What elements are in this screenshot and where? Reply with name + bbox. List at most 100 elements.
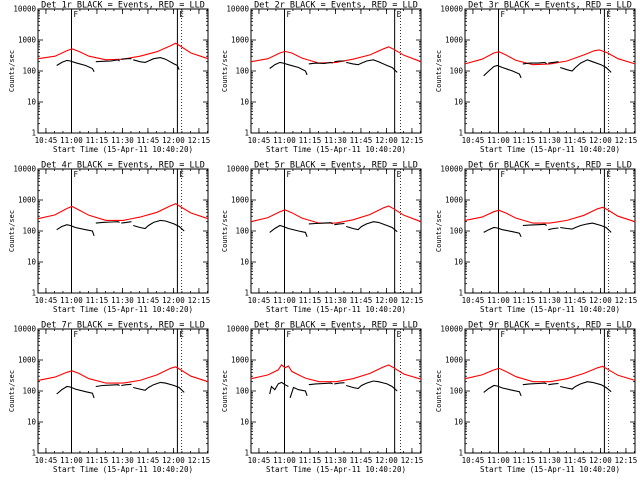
series-lld-line — [250, 46, 422, 64]
plot-frame — [37, 168, 209, 294]
x-tick-label: 11:30 — [538, 136, 561, 145]
y-axis-label: Counts/sec — [221, 50, 229, 92]
x-tick-label: 12:00 — [589, 456, 612, 465]
y-tick-label: 1 — [244, 289, 249, 298]
y-tick-label: 10000 — [13, 5, 36, 14]
chart-8: Det 8r_BLACK = Events, RED = LLD 1 10 100 10… — [221, 321, 423, 475]
series-events-line — [483, 222, 612, 238]
x-tick-label: 12:15 — [401, 136, 424, 145]
x-tick-label: 11:45 — [350, 136, 373, 145]
x-tick-label: 12:00 — [162, 136, 185, 145]
y-tick-label: 100 — [235, 227, 249, 236]
x-tick-label: 11:30 — [324, 296, 347, 305]
chart-title: Det 6r_BLACK = Events, RED = LLD — [468, 161, 632, 171]
y-tick-label: 1000 — [18, 356, 37, 365]
chart-1: Det 1r_BLACK = Events, RED = LLD 1 10 100 10… — [8, 1, 210, 155]
marker-label: E — [606, 330, 611, 339]
series-events-line — [269, 221, 398, 237]
marker-label: F — [500, 170, 505, 179]
x-tick-label: 11:00 — [487, 296, 510, 305]
x-tick-label: 11:45 — [137, 136, 160, 145]
x-tick-label: 11:15 — [86, 296, 109, 305]
x-tick-label: 11:30 — [324, 136, 347, 145]
x-tick-label: 11:15 — [299, 296, 322, 305]
x-tick-label: 11:15 — [513, 136, 536, 145]
x-tick-label: 10:45 — [35, 456, 58, 465]
y-tick-label: 100 — [22, 67, 36, 76]
x-tick-label: 11:30 — [111, 136, 134, 145]
x-tick-label: 12:15 — [401, 456, 424, 465]
series-lld-line — [37, 42, 209, 61]
series-events-line — [483, 59, 612, 79]
series-lld-line — [464, 365, 636, 383]
x-tick-label: 12:15 — [188, 296, 211, 305]
series-events-line — [56, 57, 180, 72]
x-tick-label: 12:00 — [375, 296, 398, 305]
y-tick-label: 1 — [31, 289, 36, 298]
x-tick-label: 11:00 — [60, 136, 83, 145]
x-tick-label: 12:00 — [162, 296, 185, 305]
chart-6: Det 6r_BLACK = Events, RED = LLD 1 10 100 10… — [435, 161, 637, 315]
x-tick-label: 11:30 — [324, 456, 347, 465]
x-tick-label: 11:00 — [60, 456, 83, 465]
chart-title: Det 5r_BLACK = Events, RED = LLD — [254, 161, 418, 171]
marker-label: F — [500, 330, 505, 339]
x-tick-label: 12:00 — [375, 136, 398, 145]
marker-label: E — [606, 170, 611, 179]
x-tick-label: 11:00 — [273, 296, 296, 305]
y-tick-label: 10000 — [13, 325, 36, 334]
series-lld-line — [464, 49, 636, 66]
chart-title: Det 3r_BLACK = Events, RED = LLD — [468, 1, 632, 11]
y-tick-label: 1 — [31, 449, 36, 458]
y-axis-label: Counts/sec — [8, 370, 16, 412]
y-tick-label: 100 — [235, 67, 249, 76]
y-tick-label: 1 — [458, 129, 463, 138]
y-tick-label: 10000 — [226, 165, 249, 174]
marker-label: E — [179, 170, 184, 179]
marker-label: F — [286, 170, 291, 179]
marker-label: E — [179, 10, 184, 19]
plot-frame — [37, 8, 209, 134]
y-axis-label: Counts/sec — [8, 50, 16, 92]
x-tick-label: 11:00 — [273, 456, 296, 465]
x-axis-label: Start Time (15-Apr-11 10:40:20) — [266, 145, 406, 154]
y-tick-label: 100 — [22, 387, 36, 396]
y-tick-label: 10 — [240, 98, 250, 107]
x-tick-label: 12:00 — [162, 456, 185, 465]
x-tick-label: 11:45 — [564, 296, 587, 305]
series-events-line — [56, 219, 185, 236]
x-axis-label: Start Time (15-Apr-11 10:40:20) — [266, 465, 406, 474]
x-tick-label: 12:15 — [188, 136, 211, 145]
y-tick-label: 10 — [454, 418, 464, 427]
x-axis-label: Start Time (15-Apr-11 10:40:20) — [480, 305, 620, 314]
x-tick-label: 10:45 — [248, 296, 271, 305]
y-axis-label: Counts/sec — [221, 210, 229, 252]
x-tick-label: 11:15 — [299, 456, 322, 465]
chart-title: Det 9r_BLACK = Events, RED = LLD — [468, 321, 632, 331]
x-tick-label: 11:15 — [299, 136, 322, 145]
y-tick-label: 10000 — [440, 165, 463, 174]
x-tick-label: 12:15 — [615, 296, 638, 305]
marker-label: E — [397, 170, 402, 179]
y-tick-label: 100 — [449, 67, 463, 76]
y-tick-label: 100 — [22, 227, 36, 236]
x-tick-label: 12:15 — [188, 456, 211, 465]
x-tick-label: 11:00 — [487, 456, 510, 465]
y-tick-label: 10 — [27, 418, 37, 427]
series-events-line — [269, 380, 398, 399]
y-tick-label: 1000 — [231, 196, 250, 205]
y-tick-label: 10000 — [226, 5, 249, 14]
marker-label: F — [500, 10, 505, 19]
plot-frame — [250, 328, 422, 454]
x-tick-label: 11:30 — [111, 456, 134, 465]
x-tick-label: 11:45 — [564, 456, 587, 465]
chart-title: Det 7r_BLACK = Events, RED = LLD — [41, 321, 205, 331]
marker-label: F — [73, 330, 78, 339]
y-tick-label: 10 — [454, 258, 464, 267]
marker-label: F — [73, 170, 78, 179]
y-tick-label: 1000 — [445, 356, 464, 365]
x-axis-label: Start Time (15-Apr-11 10:40:20) — [266, 305, 406, 314]
x-tick-label: 11:45 — [137, 456, 160, 465]
chart-title: Det 2r_BLACK = Events, RED = LLD — [254, 1, 418, 11]
x-tick-label: 10:45 — [35, 136, 58, 145]
